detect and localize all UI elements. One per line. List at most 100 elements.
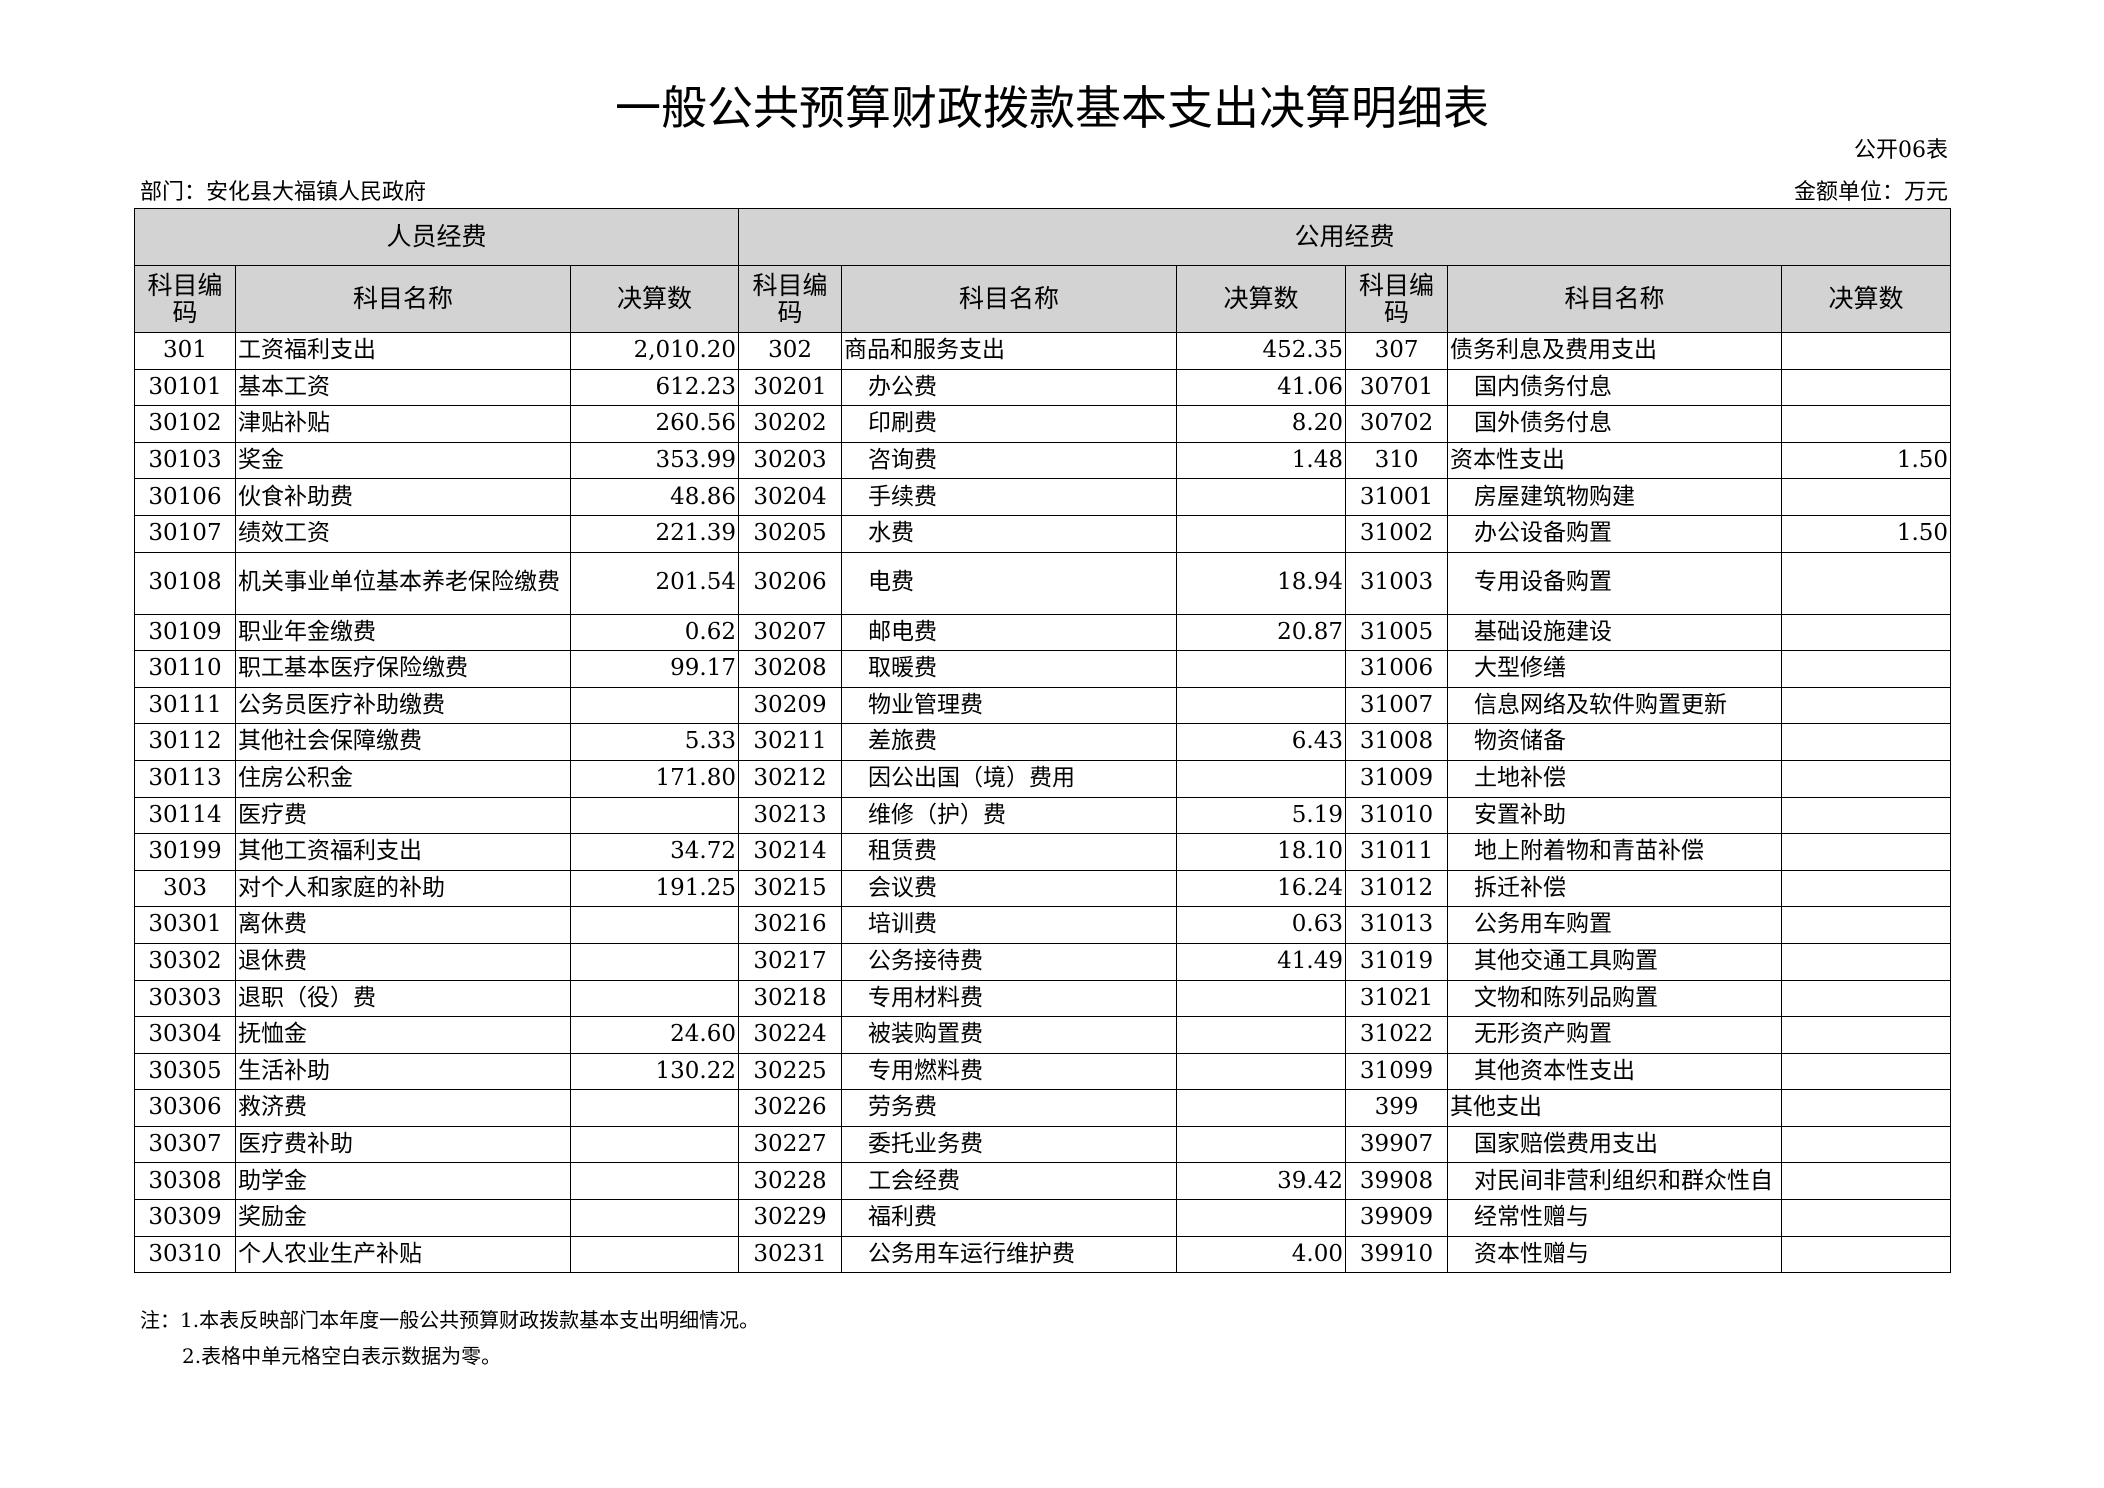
- table-row: 30303 退职（役）费 30218 专用材料费 31021 文物和陈列品购置: [134, 979, 1952, 1018]
- amount-cell: [1176, 1016, 1347, 1054]
- name-cell: 取暖费: [841, 650, 1178, 688]
- amount-cell: [1781, 1199, 1952, 1237]
- amount-cell: [569, 1089, 740, 1127]
- code-cell: 30303: [134, 979, 236, 1018]
- code-cell: 30301: [134, 906, 236, 944]
- code-cell: 30307: [134, 1125, 236, 1164]
- name-cell: 土地补偿: [1447, 759, 1783, 798]
- name-cell: 津贴补贴: [235, 405, 571, 443]
- name-cell: 抚恤金: [235, 1016, 571, 1054]
- code-cell: 30227: [738, 1125, 843, 1164]
- amount-cell: [1781, 650, 1952, 688]
- amount-cell: 5.33: [569, 723, 740, 761]
- code-cell: 302: [738, 332, 843, 370]
- name-cell: 基础设施建设: [1447, 613, 1783, 652]
- code-cell: 30701: [1345, 368, 1449, 407]
- column-header: 科目编码: [738, 265, 843, 333]
- name-cell: 国家赔偿费用支出: [1447, 1125, 1783, 1164]
- amount-cell: [569, 796, 740, 835]
- name-cell: 退休费: [235, 942, 571, 981]
- title: 一般公共预算财政拨款基本支出决算明细表: [615, 81, 1489, 135]
- code-cell: 30305: [134, 1052, 236, 1091]
- code-cell: 30109: [134, 613, 236, 652]
- code-cell: 30102: [134, 405, 236, 443]
- code-cell: 30199: [134, 833, 236, 871]
- name-cell: 职业年金缴费: [235, 613, 571, 652]
- amount-cell: 130.22: [569, 1052, 740, 1091]
- name-cell: 职工基本医疗保险缴费: [235, 650, 571, 688]
- code-cell: 31021: [1345, 979, 1449, 1018]
- table-row: 30111 公务员医疗补助缴费 30209 物业管理费 31007 信息网络及软件购置更新: [134, 686, 1952, 725]
- name-cell: 咨询费: [841, 441, 1178, 480]
- amount-cell: [1781, 906, 1952, 944]
- amount-cell: 41.06: [1176, 368, 1347, 407]
- name-cell: 资本性赠与: [1447, 1235, 1783, 1274]
- code-cell: 30229: [738, 1199, 843, 1237]
- amount-cell: 1.50: [1781, 514, 1952, 553]
- amount-cell: [1781, 368, 1952, 407]
- name-cell: 水费: [841, 514, 1178, 553]
- name-cell: 公务用车运行维护费: [841, 1235, 1178, 1274]
- name-cell: 奖金: [235, 441, 571, 480]
- amount-cell: 16.24: [1176, 869, 1347, 908]
- group-header: 人员经费: [133, 208, 740, 266]
- code-cell: 30226: [738, 1089, 843, 1127]
- name-cell: 差旅费: [841, 723, 1178, 761]
- column-header: 科目名称: [841, 265, 1178, 333]
- name-cell: 房屋建筑物购建: [1447, 478, 1783, 516]
- name-cell: 租赁费: [841, 833, 1178, 871]
- code-cell: 30310: [134, 1235, 236, 1274]
- code-cell: 30209: [738, 686, 843, 725]
- code-cell: 30201: [738, 368, 843, 407]
- name-cell: 无形资产购置: [1447, 1016, 1783, 1054]
- name-cell: 公务用车购置: [1447, 906, 1783, 944]
- code-cell: 30108: [134, 551, 236, 615]
- table-row: 30114 医疗费 30213 维修（护）费 5.19 31010 安置补助: [134, 796, 1952, 835]
- amount-cell: [1176, 1052, 1347, 1091]
- amount-cell: 452.35: [1176, 332, 1347, 370]
- name-cell: 专用设备购置: [1447, 551, 1783, 615]
- amount-cell: [569, 686, 740, 725]
- column-header: 科目编码: [1345, 265, 1449, 333]
- name-cell: 绩效工资: [235, 514, 571, 553]
- name-cell: 大型修缮: [1447, 650, 1783, 688]
- code-cell: 39910: [1345, 1235, 1449, 1274]
- code-cell: 31099: [1345, 1052, 1449, 1091]
- code-cell: 30302: [134, 942, 236, 981]
- amount-cell: 41.49: [1176, 942, 1347, 981]
- amount-cell: [569, 1199, 740, 1237]
- amount-cell: [1176, 1199, 1347, 1237]
- amount-cell: [1176, 686, 1347, 725]
- code-cell: 30204: [738, 478, 843, 516]
- amount-cell: 353.99: [569, 441, 740, 480]
- name-cell: 专用燃料费: [841, 1052, 1178, 1091]
- code-cell: 31009: [1345, 759, 1449, 798]
- code-cell: 30309: [134, 1199, 236, 1237]
- table-row: 30113 住房公积金 171.80 30212 因公出国（境）费用 31009 土地补偿: [134, 759, 1952, 798]
- name-cell: 医疗费补助: [235, 1125, 571, 1164]
- name-cell: 退职（役）费: [235, 979, 571, 1018]
- unit: 金额单位：万元: [1793, 180, 1948, 205]
- name-cell: 工资福利支出: [235, 332, 571, 370]
- name-cell: 对民间非营利组织和群众性自: [1447, 1162, 1783, 1201]
- detail-table: 人员经费 公用经费 科目编码 科目名称 决算数 科目编码 科目名称 决算数 科目编码 科目名称 决算…: [133, 208, 1952, 1274]
- table-row: 30106 伙食补助费 48.86 30204 手续费 31001 房屋建筑物购建: [134, 478, 1952, 516]
- table-row: 30110 职工基本医疗保险缴费 99.17 30208 取暖费 31006 大型修缮: [134, 650, 1952, 688]
- name-cell: 奖励金: [235, 1199, 571, 1237]
- code-cell: 30224: [738, 1016, 843, 1054]
- amount-cell: 4.00: [1176, 1235, 1347, 1274]
- table-row: 30307 医疗费补助 30227 委托业务费 39907 国家赔偿费用支出: [134, 1125, 1952, 1164]
- code-cell: 30111: [134, 686, 236, 725]
- name-cell: 其他支出: [1447, 1089, 1783, 1127]
- table-row: 30107 绩效工资 221.39 30205 水费 31002 办公设备购置 1.50: [134, 514, 1952, 553]
- code-cell: 303: [134, 869, 236, 908]
- amount-cell: 39.42: [1176, 1162, 1347, 1201]
- department: 部门：安化县大福镇人民政府: [140, 180, 427, 205]
- column-header: 决算数: [569, 265, 740, 333]
- code-cell: 30205: [738, 514, 843, 553]
- code-cell: 31001: [1345, 478, 1449, 516]
- code-cell: 39909: [1345, 1199, 1449, 1237]
- table-row: 30308 助学金 30228 工会经费 39.42 39908 对民间非营利组织和群众性自: [134, 1162, 1952, 1201]
- amount-cell: [1781, 869, 1952, 908]
- amount-cell: [1176, 478, 1347, 516]
